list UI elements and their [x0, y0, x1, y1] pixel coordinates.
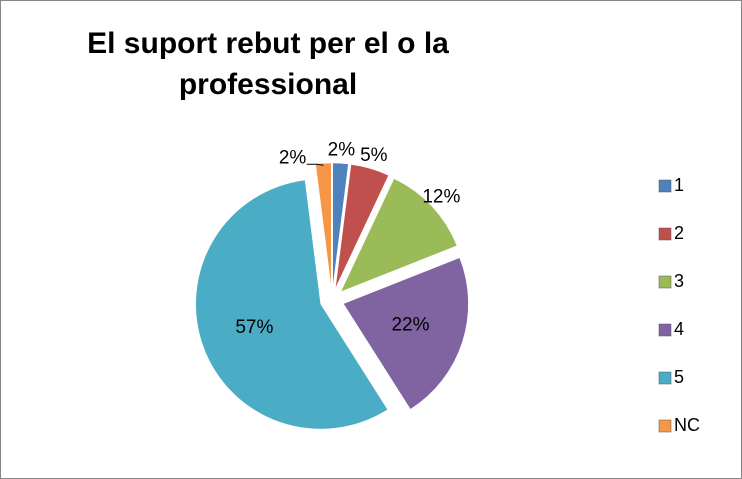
data-label: 5% [360, 145, 388, 166]
data-label: 2% [279, 147, 307, 168]
legend-label: 4 [674, 319, 684, 339]
legend-label: NC [674, 415, 700, 435]
legend-swatch [658, 227, 672, 241]
pie-slice [335, 164, 389, 289]
data-label: 2% [328, 139, 356, 160]
chart-title: professional [179, 68, 357, 101]
legend-label: 5 [674, 367, 684, 387]
legend-swatch [658, 275, 672, 289]
chart-title: El suport rebut per el o la [87, 27, 449, 60]
data-label: 12% [422, 186, 460, 207]
pie-slice [195, 179, 389, 430]
pie-slice [340, 178, 458, 293]
leader-line [306, 163, 324, 166]
data-label: 57% [235, 317, 273, 338]
legend-swatch [658, 371, 672, 385]
legend-label: 3 [674, 271, 684, 291]
legend-swatch [658, 323, 672, 337]
legend-swatch [658, 179, 672, 193]
pie-slice [343, 257, 469, 410]
legend-label: 1 [674, 175, 684, 195]
legend-swatch [658, 419, 672, 433]
legend-label: 2 [674, 223, 684, 243]
data-label: 22% [391, 315, 429, 336]
pie-slice [332, 162, 349, 289]
